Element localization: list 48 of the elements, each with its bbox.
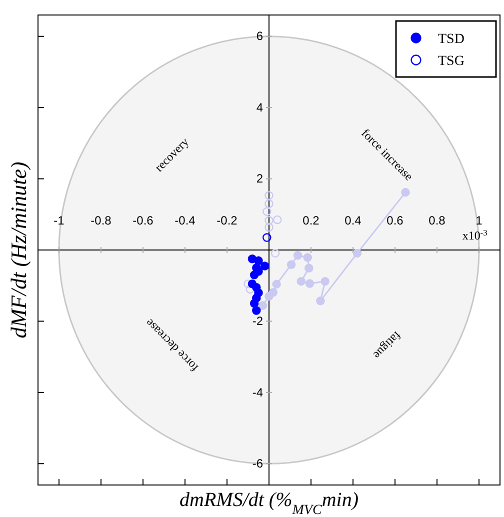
point	[264, 199, 274, 208]
y-tick-label: 4	[256, 100, 264, 114]
point	[296, 276, 306, 286]
x-tick-label: 1	[476, 213, 483, 228]
point	[264, 292, 274, 301]
y-tick-label: -2	[252, 314, 264, 328]
point	[286, 260, 296, 269]
point	[305, 279, 314, 288]
legend-label: TSG	[438, 54, 464, 69]
point	[264, 191, 274, 200]
point	[303, 253, 312, 262]
point	[258, 301, 268, 310]
point	[293, 250, 302, 260]
x-tick-label: -0.2	[216, 213, 238, 228]
point	[304, 264, 314, 273]
point	[262, 207, 272, 216]
point	[252, 306, 261, 315]
point	[272, 280, 281, 289]
x-tick-label: -0.8	[90, 213, 112, 228]
point	[262, 233, 272, 242]
x-tick-label: 0.6	[386, 213, 404, 228]
point	[273, 215, 282, 224]
y-tick-label: 6	[256, 29, 264, 44]
point	[246, 284, 254, 294]
x-axis-title: dmRMS/dt (%$_{MVC}$min)	[180, 489, 359, 517]
x-tick-label: -0.4	[174, 213, 196, 228]
annotation: x10$^{-3}$	[462, 228, 488, 242]
point	[352, 248, 362, 258]
x-tick-label: 0.8	[428, 213, 446, 228]
point	[270, 248, 280, 258]
y-tick-label: -6	[252, 456, 264, 470]
point	[250, 299, 259, 308]
y-tick-label: -4	[252, 385, 264, 400]
y-axis-title: dMF/dt (Hz/minute)	[6, 162, 31, 338]
point	[264, 216, 274, 225]
legend-label: TSD	[438, 32, 464, 47]
point	[401, 188, 410, 197]
point	[320, 276, 330, 286]
point	[264, 222, 274, 232]
x-tick-label: -0.6	[132, 213, 154, 228]
point	[254, 256, 263, 266]
x-tick-label: 0.2	[302, 213, 320, 228]
point	[260, 262, 270, 270]
x-tick-label: 0.4	[344, 213, 362, 228]
point	[250, 270, 259, 280]
y-tick-label: 2	[256, 172, 264, 186]
point	[316, 296, 325, 306]
x-tick-label: -1	[54, 213, 65, 228]
